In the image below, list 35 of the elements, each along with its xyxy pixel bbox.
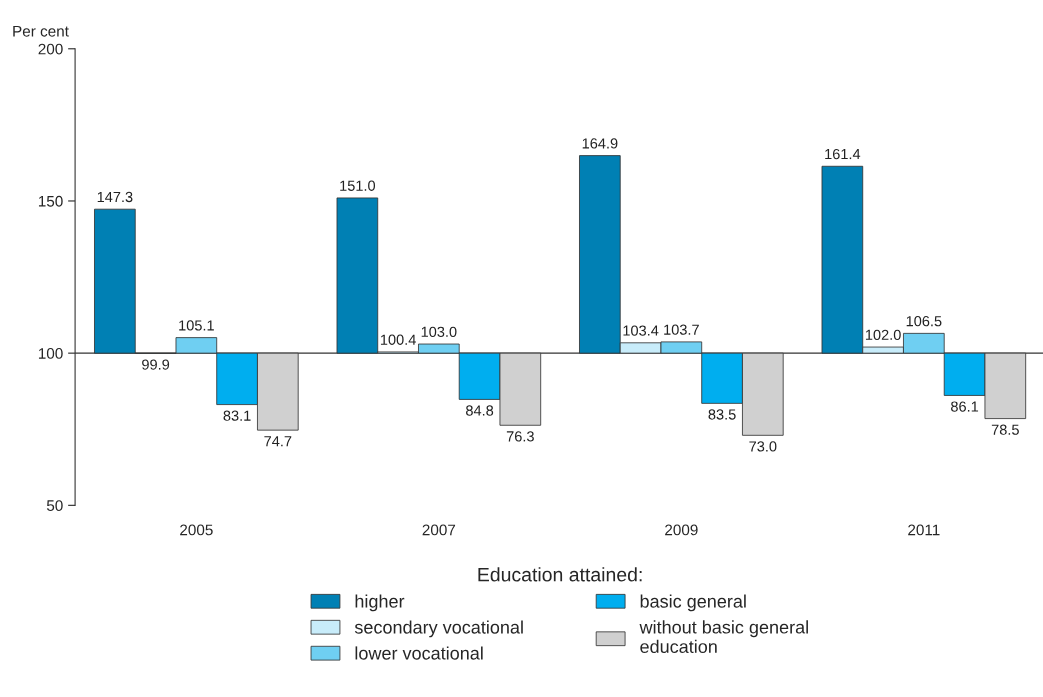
x-tick-label: 2005 [180, 524, 213, 536]
data-label: 74.7 [264, 436, 292, 447]
data-label: 83.5 [708, 409, 736, 420]
data-label: 103.7 [664, 324, 699, 335]
data-label: 78.5 [991, 424, 1019, 435]
data-label: 102.0 [865, 329, 901, 341]
data-label: 103.4 [623, 325, 659, 336]
data-label: 103.0 [421, 326, 457, 337]
data-label: 147.3 [97, 191, 133, 203]
data-label: 83.1 [223, 410, 251, 421]
data-label: 76.3 [506, 431, 534, 442]
data-label: 105.1 [179, 320, 214, 331]
data-label: 164.9 [582, 138, 618, 149]
x-tick-label: 2011 [908, 524, 940, 536]
legend-label: lower vocational [355, 646, 483, 660]
data-label: 106.5 [906, 315, 942, 327]
legend-title: Education attained: [478, 567, 642, 582]
data-label: 100.4 [380, 334, 416, 345]
x-tick-label: 2009 [665, 524, 698, 536]
legend-label: higher [355, 594, 405, 612]
legend-label: basic general [640, 594, 746, 612]
data-label: 161.4 [825, 148, 861, 160]
y-tick-label: 100 [38, 348, 63, 359]
data-label: 84.8 [466, 405, 494, 416]
x-tick-label: 2007 [422, 524, 456, 536]
data-label: 99.9 [142, 359, 170, 370]
y-axis-title: Per cent [13, 25, 69, 37]
legend-label: secondary vocational [354, 620, 523, 638]
y-tick-label: 200 [38, 43, 63, 55]
data-label: 86.1 [951, 401, 979, 412]
data-label: 151.0 [340, 180, 376, 191]
y-tick-label: 150 [38, 195, 63, 207]
y-tick-label: 50 [46, 500, 63, 512]
legend-label: without basic general education [639, 620, 808, 654]
data-label: 73.0 [749, 441, 777, 452]
